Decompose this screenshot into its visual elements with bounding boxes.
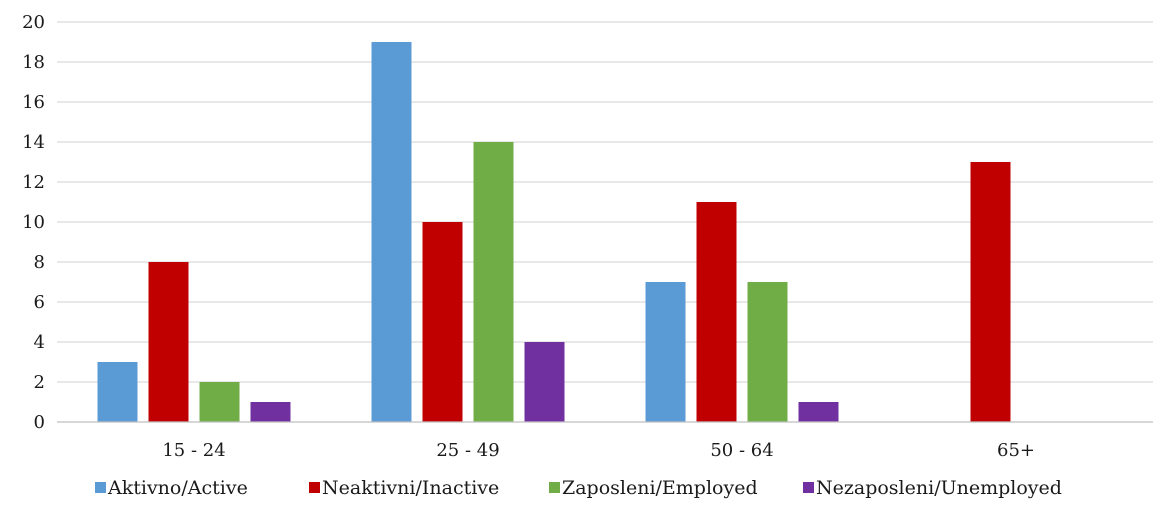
bar [97,362,138,422]
gridlines [57,21,1153,383]
y-tick-label: 0 [34,412,45,433]
legend-swatch [95,482,106,493]
legend-label: Neaktivni/Inactive [322,477,499,499]
x-axis-ticks: 15 - 24 25 - 49 50 - 64 65+ [162,440,1035,461]
y-tick-label: 14 [22,132,45,153]
y-tick-label: 20 [22,12,45,33]
y-axis-ticks: 0 2 4 6 8 10 12 14 16 18 20 [22,12,45,433]
y-tick-label: 16 [22,92,45,113]
bars [97,42,1011,422]
y-tick-label: 12 [22,172,45,193]
bar [747,282,788,422]
x-tick-label: 25 - 49 [436,440,499,461]
bar [524,342,565,422]
bar [645,282,686,422]
y-tick-label: 10 [22,212,45,233]
legend-swatch [549,482,560,493]
legend-label: Nezaposleni/Unemployed [816,477,1062,499]
legend: Aktivno/Active Neaktivni/Inactive Zaposlen… [95,477,1062,499]
bar [148,262,189,422]
y-tick-label: 8 [34,252,45,273]
legend-swatch [803,482,814,493]
y-tick-label: 2 [34,372,45,393]
bar [199,382,240,422]
bar [250,402,291,422]
bar [696,202,737,422]
x-tick-label: 50 - 64 [710,440,773,461]
y-tick-label: 6 [34,292,45,313]
legend-label: Aktivno/Active [107,477,248,499]
bar [371,42,412,422]
y-tick-label: 18 [22,52,45,73]
legend-swatch [309,482,320,493]
legend-label: Zaposleni/Employed [562,477,758,499]
x-tick-label: 15 - 24 [162,440,225,461]
bar [473,142,514,422]
bar [798,402,839,422]
bar [970,162,1011,422]
bar [422,222,463,422]
x-tick-label: 65+ [997,440,1035,461]
y-tick-label: 4 [34,332,45,353]
